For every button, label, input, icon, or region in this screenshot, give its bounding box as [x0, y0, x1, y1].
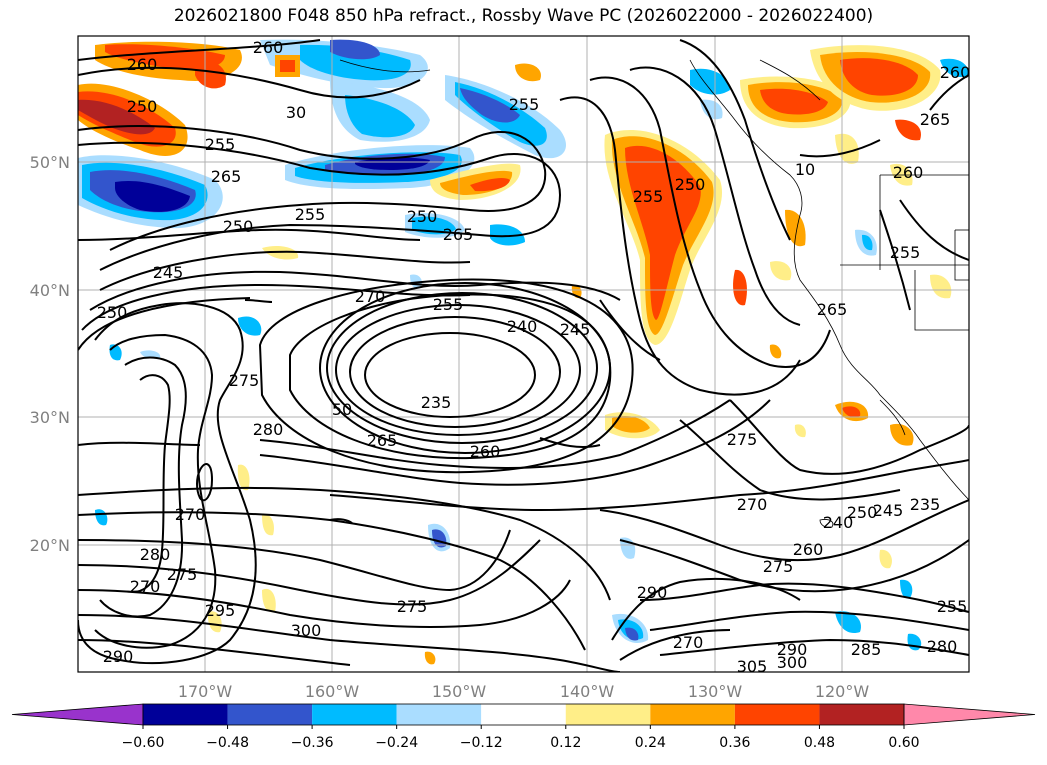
colorbar-segment — [312, 704, 397, 725]
contour-label: 240 — [507, 317, 538, 336]
contour-label: 250 — [675, 175, 706, 194]
contour-label: 265 — [817, 300, 848, 319]
contour-label: 275 — [727, 430, 758, 449]
lon-label: 140°W — [560, 682, 615, 701]
colorbar-segment — [396, 704, 482, 725]
contour-label: 255 — [890, 243, 921, 262]
contour-label: 250 — [127, 97, 158, 116]
colorbar-tick-label: −0.24 — [375, 735, 418, 751]
contour-label: 275 — [229, 371, 260, 390]
contour-label: 265 — [443, 225, 474, 244]
contour-label: 50 — [332, 400, 352, 419]
colorbar-tick-label: 0.48 — [804, 735, 835, 751]
colorbar-segment — [143, 704, 228, 725]
contour-label: 250 — [97, 303, 128, 322]
colorbar-tick-label: 0.12 — [550, 735, 581, 751]
colorbar-tick-label: −0.60 — [122, 735, 165, 751]
colorbar-tick-label: 0.24 — [635, 735, 666, 751]
contour-label: 250 — [847, 503, 878, 522]
contour-label: 280 — [927, 637, 958, 656]
lon-label: 120°W — [815, 682, 870, 701]
contour-label: 245 — [873, 501, 904, 520]
contour-label: 260 — [127, 55, 158, 74]
contour-label: 270 — [175, 505, 206, 524]
map-frame — [77, 35, 970, 673]
contour-labels: 260 260 250 30 255 255 265 255 250 250 2… — [97, 38, 971, 676]
contour-label: 280 — [140, 545, 171, 564]
colorbar-segment — [819, 704, 904, 725]
contour-label: 260 — [940, 63, 971, 82]
contour-label: 245 — [153, 263, 184, 282]
colorbar: −0.60 −0.48 −0.36 −0.24 −0.12 0.12 0.24 0.36 0.4… — [11, 703, 1036, 751]
colorbar-tick-label: −0.12 — [460, 735, 503, 751]
colorbar-extend-high — [903, 703, 1036, 726]
colorbar-segment — [227, 704, 313, 725]
contour-label: 290 — [777, 640, 808, 659]
contour-label: 260 — [253, 38, 284, 57]
contour-label: 260 — [893, 163, 924, 182]
colorbar-segment — [734, 704, 820, 725]
filled-anomaly-shading — [78, 39, 969, 665]
contour-label: 10 — [795, 160, 815, 179]
contour-label: 30 — [286, 103, 306, 122]
colorbar-extend-low — [11, 703, 144, 726]
lat-label: 30°N — [30, 408, 70, 427]
refractivity-contours — [78, 39, 969, 672]
lat-label: 40°N — [30, 281, 70, 300]
contour-label: 255 — [633, 187, 664, 206]
lat-label: 20°N — [30, 536, 70, 555]
contour-label: 285 — [851, 640, 882, 659]
colorbar-segment — [650, 704, 735, 725]
contour-label: 235 — [421, 393, 452, 412]
contour-label: 300 — [291, 621, 322, 640]
contour-label: 245 — [560, 320, 591, 339]
contour-label: 280 — [253, 420, 284, 439]
contour-label: 240 — [823, 513, 854, 532]
contour-label: 270 — [130, 577, 161, 596]
contour-label: 255 — [509, 95, 540, 114]
contour-label: 265 — [367, 431, 398, 450]
contour-label: 260 — [470, 442, 501, 461]
lon-label: 170°W — [178, 682, 233, 701]
contour-label: 275 — [397, 597, 428, 616]
coastlines — [339, 59, 969, 528]
contour-label: 255 — [433, 295, 464, 314]
contour-label: 265 — [211, 167, 242, 186]
colorbar-segment — [481, 704, 566, 725]
contour-label: 270 — [673, 633, 704, 652]
lon-label: 150°W — [432, 682, 487, 701]
contour-label: 260 — [793, 540, 824, 559]
contour-label: 305 — [737, 657, 768, 676]
contour-label: 290 — [103, 647, 134, 666]
longitude-labels: 170°W 160°W 150°W 140°W 130°W 120°W — [178, 682, 870, 701]
lon-label: 160°W — [305, 682, 360, 701]
contour-label: 295 — [205, 601, 236, 620]
colorbar-tick-label: 0.60 — [888, 735, 919, 751]
lat-label: 50°N — [30, 153, 70, 172]
contour-label: 255 — [205, 135, 236, 154]
contour-label: 255 — [937, 597, 968, 616]
map-title: 2026021800 F048 850 hPa refract., Rossby… — [173, 6, 874, 26]
contour-label: 300 — [777, 653, 808, 672]
contour-label: 250 — [407, 207, 438, 226]
colorbar-border — [142, 703, 905, 726]
contour-label: 290 — [637, 583, 668, 602]
colorbar-segment — [565, 704, 651, 725]
contour-label: 275 — [763, 557, 794, 576]
contour-label: 265 — [920, 110, 951, 129]
colorbar-tick-label: 0.36 — [719, 735, 750, 751]
colorbar-tick-label: −0.48 — [206, 735, 249, 751]
contour-label: 275 — [167, 565, 198, 584]
graticule — [78, 36, 969, 672]
contour-label: 235 — [910, 495, 941, 514]
contour-label: 250 — [223, 217, 254, 236]
contour-label: 270 — [737, 495, 768, 514]
colorbar-tick-label: −0.36 — [291, 735, 334, 751]
contour-label: 270 — [355, 287, 386, 306]
lon-label: 130°W — [688, 682, 743, 701]
contour-label: 255 — [295, 205, 326, 224]
latitude-labels: 50°N 40°N 30°N 20°N — [30, 153, 70, 555]
